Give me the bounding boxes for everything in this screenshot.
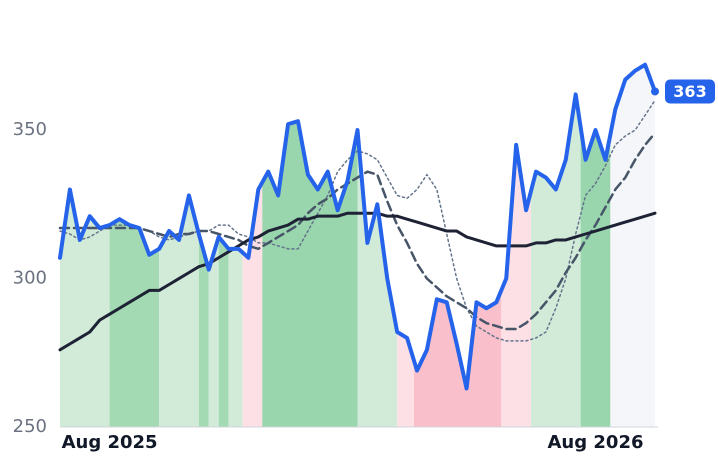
region (357, 64, 398, 427)
region (397, 64, 415, 427)
plot: 250 300 350 Aug 2025 Aug 2026 363 (13, 62, 715, 453)
x-tick-label: Aug 2026 (548, 432, 644, 453)
series-line (58, 131, 657, 331)
regions (60, 64, 655, 427)
region (60, 64, 110, 427)
region (414, 64, 502, 427)
y-tick-label: 350 (13, 119, 47, 140)
region (610, 64, 655, 427)
last-point (651, 87, 659, 96)
region (262, 64, 358, 427)
x-tick-label: Aug 2025 (62, 432, 158, 453)
series-line (58, 62, 657, 391)
y-tick-label: 250 (13, 416, 47, 437)
region (501, 64, 532, 427)
last-value-badge (665, 79, 715, 104)
y-tick-label: 300 (13, 268, 47, 289)
last-value-label: 363 (673, 82, 706, 101)
series-line (58, 211, 657, 352)
region (109, 64, 160, 427)
